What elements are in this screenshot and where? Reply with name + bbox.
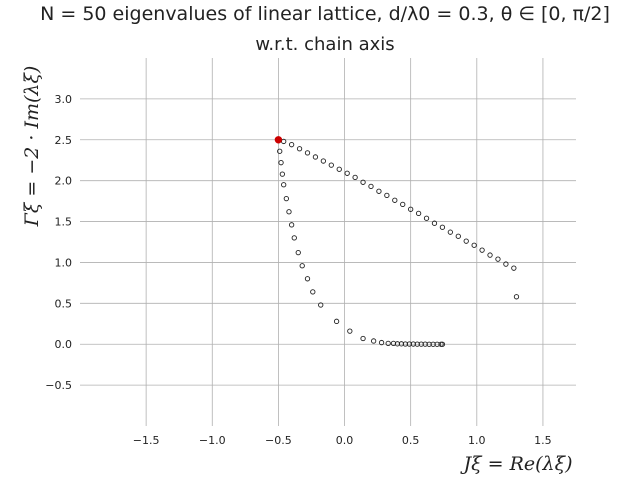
eigenvalue-point: [296, 146, 303, 152]
y-tick-label: 2.0: [55, 175, 73, 188]
eigenvalue-point: [370, 338, 377, 344]
eigenvalue-point: [503, 261, 509, 267]
eigenvalue-point: [408, 206, 414, 212]
eigenvalue-point: [288, 142, 295, 148]
x-tick-label: 1.0: [468, 434, 486, 447]
eigenvalue-point: [281, 182, 287, 188]
eigenvalue-point: [495, 256, 501, 262]
x-tick-label: −1.0: [199, 434, 226, 447]
eigenvalue-point: [336, 166, 342, 172]
eigenvalue-point: [439, 341, 446, 347]
eigenvalue-point: [277, 148, 283, 154]
y-axis-label: Γξ = −2 · Im(λξ): [21, 66, 43, 228]
x-tick-label: −1.5: [133, 434, 160, 447]
eigenvalue-point: [310, 289, 316, 295]
eigenvalue-point: [455, 233, 461, 239]
eigenvalue-point: [320, 158, 327, 164]
y-tick-labels: −0.5 0.0 0.5 1.0 1.5 2.0 2.5 3.0: [45, 93, 72, 392]
eigenvalue-point: [513, 294, 520, 300]
eigenvalue-point: [288, 222, 295, 228]
y-tick-label: 0.5: [55, 297, 73, 310]
x-tick-label: 0.5: [402, 434, 420, 447]
eigenvalue-point: [304, 150, 311, 156]
eigenvalue-point: [463, 238, 469, 244]
x-axis-label: Jξ = Re(λξ): [460, 453, 573, 475]
eigenvalue-point: [479, 247, 485, 253]
y-tick-label: 3.0: [55, 93, 73, 106]
eigenvalue-point: [295, 249, 301, 256]
x-tick-label: −0.5: [265, 434, 292, 447]
eigenvalue-point: [487, 252, 493, 258]
grid: [80, 58, 576, 426]
y-tick-label: 2.5: [55, 134, 73, 147]
eigenvalue-point: [415, 210, 422, 217]
eigenvalue-point: [392, 197, 398, 203]
eigenvalue-point: [360, 179, 366, 185]
x-tick-label: 0.0: [336, 434, 354, 447]
eigenvalue-point: [344, 170, 350, 176]
eigenvalue-point: [299, 263, 305, 269]
eigenvalue-point: [447, 229, 453, 235]
eigenvalue-point: [347, 328, 353, 334]
eigenvalue-point: [328, 162, 334, 168]
eigenvalue-point: [471, 242, 477, 248]
y-tick-label: −0.5: [45, 379, 72, 392]
data-points: [274, 136, 520, 347]
eigenvalue-point: [378, 339, 385, 346]
eigenvalue-point: [511, 265, 517, 271]
y-tick-label: 1.5: [55, 216, 73, 229]
eigenvalue-point: [423, 215, 430, 221]
eigenvalue-point: [283, 196, 289, 202]
eigenvalue-point: [400, 201, 406, 208]
highlighted-eigenvalue-point: [274, 136, 283, 144]
x-tick-labels: −1.5 −1.0 −0.5 0.0 0.5 1.0 1.5: [133, 434, 552, 447]
eigenvalue-point: [360, 335, 366, 342]
chart-title-line-1: N = 50 eigenvalues of linear lattice, d/…: [40, 3, 610, 25]
y-tick-label: 0.0: [55, 338, 73, 351]
eigenvalue-point: [312, 154, 319, 160]
eigenvalue-point: [431, 220, 438, 226]
eigenvalue-point: [318, 302, 324, 308]
eigenvalue-point: [279, 171, 286, 177]
eigenvalue-point: [385, 340, 391, 347]
eigenvalue-point: [352, 174, 358, 181]
eigenvalue-point: [368, 183, 374, 190]
eigenvalue-point: [291, 235, 297, 241]
eigenvalue-point: [439, 224, 446, 230]
x-tick-label: 1.5: [534, 434, 552, 447]
eigenvalue-point: [384, 192, 390, 199]
eigenvalue-point: [278, 160, 284, 166]
chart-title-line-2: w.r.t. chain axis: [255, 34, 394, 55]
eigenvalue-point: [304, 276, 311, 282]
eigenvalue-point: [333, 318, 340, 324]
y-tick-label: 1.0: [55, 256, 73, 269]
eigenvalue-point: [376, 188, 382, 194]
eigenvalue-point: [286, 209, 292, 215]
